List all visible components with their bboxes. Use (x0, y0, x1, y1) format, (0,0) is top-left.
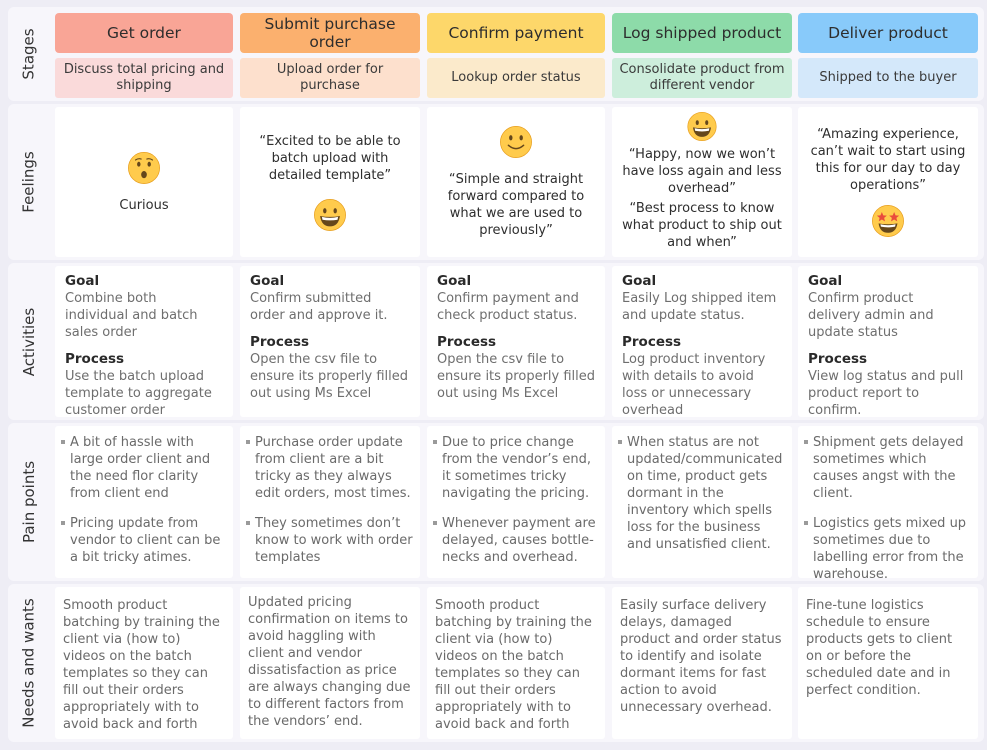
pain-point-item: Logistics gets mixed up sometimes due to… (804, 515, 972, 583)
activities-cell: Goal Confirm payment and check product s… (427, 266, 605, 417)
pain-point-item: Whenever payment are delayed, causes bot… (433, 515, 599, 566)
pain-point-item: Pricing update from vendor to client can… (61, 515, 227, 566)
goal-label: Goal (65, 273, 100, 289)
row-label-stages: Stages (20, 28, 39, 80)
process-text: Log product inventory with details to av… (622, 352, 766, 418)
pain-points-cell: A bit of hassle with large order client … (55, 426, 233, 578)
process-label: Process (250, 334, 310, 350)
process-label: Process (65, 351, 125, 367)
process-text: View log status and pull product report … (808, 369, 964, 418)
stage-confirm-payment: Confirm payment (427, 13, 605, 53)
bullet-icon (804, 440, 808, 444)
needs-cell: Updated pricing confirmation on items to… (240, 587, 420, 739)
needs-cell: Fine-tune logistics schedule to ensure p… (798, 587, 978, 739)
bullet-icon (246, 440, 250, 444)
needs-cell: Easily surface delivery delays, damaged … (612, 587, 792, 739)
feeling-quote: “Amazing experience, can’t wait to start… (810, 127, 966, 193)
needs-cell: Smooth product batching by training the … (427, 587, 605, 739)
pain-points-cell: Shipment gets delayed sometimes which ca… (798, 426, 978, 582)
row-label-pain-points: Pain points (20, 460, 39, 544)
goal-text: Confirm submitted order and approve it. (250, 291, 388, 323)
pain-points-cell: When status are not updated/communicated… (612, 426, 792, 578)
feeling-cell: “Excited to be able to batch upload with… (240, 107, 420, 257)
pain-point-item: Purchase order update from client are a … (246, 434, 414, 502)
needs-cell: Smooth product batching by training the … (55, 587, 233, 739)
feeling-quote: Curious (119, 197, 169, 213)
feeling-quote: “Happy, now we won’t have loss again and… (622, 147, 782, 196)
bullet-icon (804, 521, 808, 525)
feeling-cell: “Simple and straight forward compared to… (427, 107, 605, 257)
process-label: Process (437, 334, 497, 350)
goal-label: Goal (437, 273, 472, 289)
feeling-cell: Curious (55, 107, 233, 257)
activities-cell: Goal Confirm submitted order and approve… (240, 266, 420, 417)
process-text: Open the csv file to ensure its properly… (250, 352, 409, 401)
feeling-quote: “Best process to know what product to sh… (622, 201, 782, 250)
pain-point-item: They sometimes don’t know to work with o… (246, 515, 414, 566)
stage-description: Upload order for purchase (240, 58, 420, 98)
process-text: Open the csv file to ensure its properly… (437, 352, 596, 401)
row-label-activities: Activities (20, 307, 38, 376)
pain-point-item: Due to price change from the vendor’s en… (433, 434, 599, 502)
row-label-feelings: Feelings (20, 151, 39, 213)
stage-description: Shipped to the buyer (798, 58, 978, 98)
activities-cell: Goal Combine both individual and batch s… (55, 266, 233, 418)
feeling-cell: “Happy, now we won’t have loss again and… (612, 107, 792, 257)
stage-description: Discuss total pricing and shipping (55, 58, 233, 98)
feeling-quote: “Simple and straight forward compared to… (447, 172, 585, 238)
goal-text: Confirm payment and check product status… (437, 291, 579, 323)
process-label: Process (622, 334, 682, 350)
bullet-icon (433, 521, 437, 525)
pain-points-cell: Due to price change from the vendor’s en… (427, 426, 605, 578)
activities-cell: Goal Easily Log shipped item and update … (612, 266, 792, 418)
bullet-icon (618, 440, 622, 444)
pain-point-item: Shipment gets delayed sometimes which ca… (804, 434, 972, 502)
grinning-face-icon (687, 111, 717, 142)
bullet-icon (433, 440, 437, 444)
process-text: Use the batch upload template to aggrega… (65, 369, 212, 418)
pain-points-cell: Purchase order update from client are a … (240, 426, 420, 578)
feeling-cell: “Amazing experience, can’t wait to start… (798, 107, 978, 257)
stage-description: Lookup order status (427, 58, 605, 98)
goal-label: Goal (622, 273, 657, 289)
activities-cell: Goal Confirm product delivery admin and … (798, 266, 978, 418)
stage-log-shipped-product: Log shipped product (612, 13, 792, 53)
goal-label: Goal (250, 273, 285, 289)
grinning-face-icon (314, 198, 346, 231)
goal-text: Easily Log shipped item and update statu… (622, 291, 777, 323)
star-struck-face-icon (872, 205, 904, 237)
hushed-face-icon (128, 151, 160, 184)
goal-text: Confirm product delivery admin and updat… (808, 291, 934, 340)
feeling-quote: “Excited to be able to batch upload with… (259, 133, 401, 183)
smiling-face-icon (500, 126, 532, 158)
goal-text: Combine both individual and batch sales … (65, 291, 198, 340)
stage-description: Consolidate product from different vendo… (612, 58, 792, 98)
process-label: Process (808, 351, 868, 367)
pain-point-item: A bit of hassle with large order client … (61, 434, 227, 502)
stage-get-order: Get order (55, 13, 233, 53)
pain-point-item: When status are not updated/communicated… (618, 434, 786, 553)
row-label-needs-and-wants: Needs and wants (20, 598, 38, 728)
bullet-icon (61, 440, 65, 444)
bullet-icon (246, 521, 250, 525)
goal-label: Goal (808, 273, 843, 289)
stage-submit-purchase-order: Submit purchase order (240, 13, 420, 53)
bullet-icon (61, 521, 65, 525)
stage-deliver-product: Deliver product (798, 13, 978, 53)
